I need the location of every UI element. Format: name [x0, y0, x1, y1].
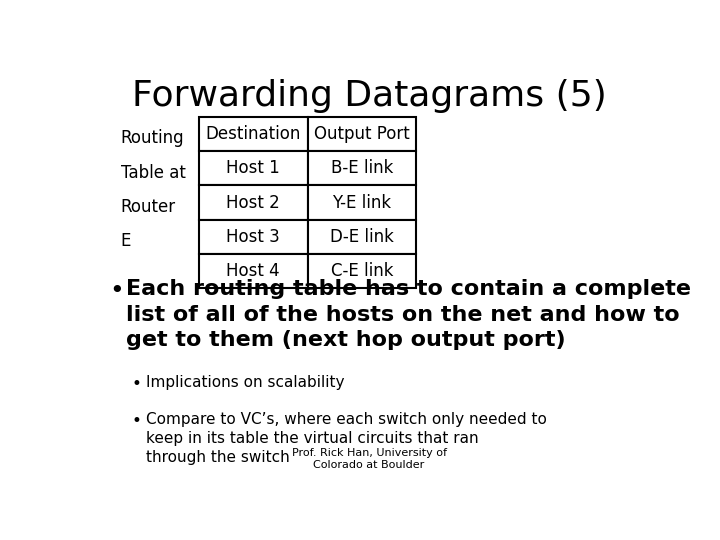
Text: Prof. Rick Han, University of
Colorado at Boulder: Prof. Rick Han, University of Colorado a…: [292, 448, 446, 470]
Text: E: E: [121, 232, 131, 250]
Text: Y-E link: Y-E link: [333, 193, 392, 212]
Text: Output Port: Output Port: [314, 125, 410, 143]
Text: Host 3: Host 3: [226, 228, 280, 246]
Text: Destination: Destination: [205, 125, 301, 143]
Bar: [199, 151, 307, 185]
Text: Host 1: Host 1: [226, 159, 280, 177]
Text: Router: Router: [121, 198, 176, 216]
Text: Forwarding Datagrams (5): Forwarding Datagrams (5): [132, 79, 606, 113]
Bar: [199, 185, 307, 220]
Bar: [307, 117, 416, 151]
Text: D-E link: D-E link: [330, 228, 394, 246]
Bar: [307, 254, 416, 288]
Bar: [199, 117, 307, 151]
Text: •: •: [109, 279, 125, 303]
Text: Each routing table has to contain a complete
list of all of the hosts on the net: Each routing table has to contain a comp…: [126, 279, 691, 350]
Text: Compare to VC’s, where each switch only needed to
keep in its table the virtual : Compare to VC’s, where each switch only …: [145, 412, 546, 465]
Text: •: •: [132, 375, 142, 393]
Text: •: •: [132, 412, 142, 430]
Bar: [307, 185, 416, 220]
Text: Host 4: Host 4: [226, 262, 280, 280]
Bar: [199, 220, 307, 254]
Text: C-E link: C-E link: [330, 262, 393, 280]
Text: Routing: Routing: [121, 129, 184, 147]
Text: Implications on scalability: Implications on scalability: [145, 375, 344, 389]
Text: B-E link: B-E link: [330, 159, 393, 177]
Bar: [199, 254, 307, 288]
Bar: [307, 151, 416, 185]
Text: Host 2: Host 2: [226, 193, 280, 212]
Bar: [307, 220, 416, 254]
Text: Table at: Table at: [121, 164, 186, 181]
